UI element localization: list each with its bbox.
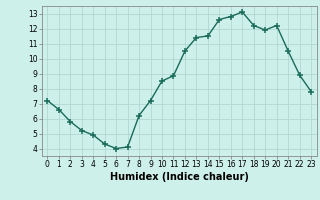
- X-axis label: Humidex (Indice chaleur): Humidex (Indice chaleur): [110, 172, 249, 182]
